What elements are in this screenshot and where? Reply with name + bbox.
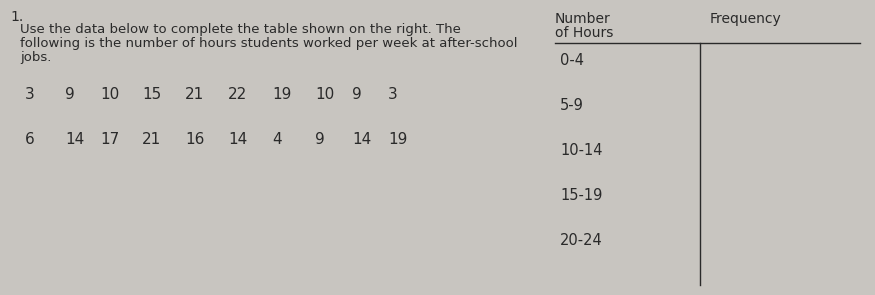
Text: 19: 19 (388, 132, 408, 147)
Text: 22: 22 (228, 87, 248, 102)
Text: 10: 10 (315, 87, 334, 102)
Text: 3: 3 (25, 87, 35, 102)
Text: 10: 10 (100, 87, 119, 102)
Text: of Hours: of Hours (555, 26, 613, 40)
Text: Number: Number (555, 12, 611, 26)
Text: 1.: 1. (10, 10, 24, 24)
Text: Frequency: Frequency (710, 12, 781, 26)
Text: 6: 6 (25, 132, 35, 147)
Text: 15: 15 (142, 87, 161, 102)
Text: 4: 4 (272, 132, 282, 147)
Text: 5-9: 5-9 (560, 98, 584, 113)
Text: 16: 16 (185, 132, 205, 147)
Text: 20-24: 20-24 (560, 233, 603, 248)
Text: 9: 9 (65, 87, 74, 102)
Text: jobs.: jobs. (20, 51, 52, 64)
Text: Use the data below to complete the table shown on the right. The: Use the data below to complete the table… (20, 23, 461, 36)
Text: 17: 17 (100, 132, 119, 147)
Text: 9: 9 (352, 87, 361, 102)
Text: 14: 14 (228, 132, 248, 147)
Text: 14: 14 (65, 132, 84, 147)
Text: 9: 9 (315, 132, 325, 147)
Text: 0-4: 0-4 (560, 53, 584, 68)
Text: 19: 19 (272, 87, 291, 102)
Text: 21: 21 (142, 132, 161, 147)
Text: following is the number of hours students worked per week at after-school: following is the number of hours student… (20, 37, 517, 50)
Text: 21: 21 (185, 87, 204, 102)
Text: 10-14: 10-14 (560, 143, 603, 158)
Text: 3: 3 (388, 87, 398, 102)
Text: 14: 14 (352, 132, 371, 147)
Text: 15-19: 15-19 (560, 188, 602, 203)
